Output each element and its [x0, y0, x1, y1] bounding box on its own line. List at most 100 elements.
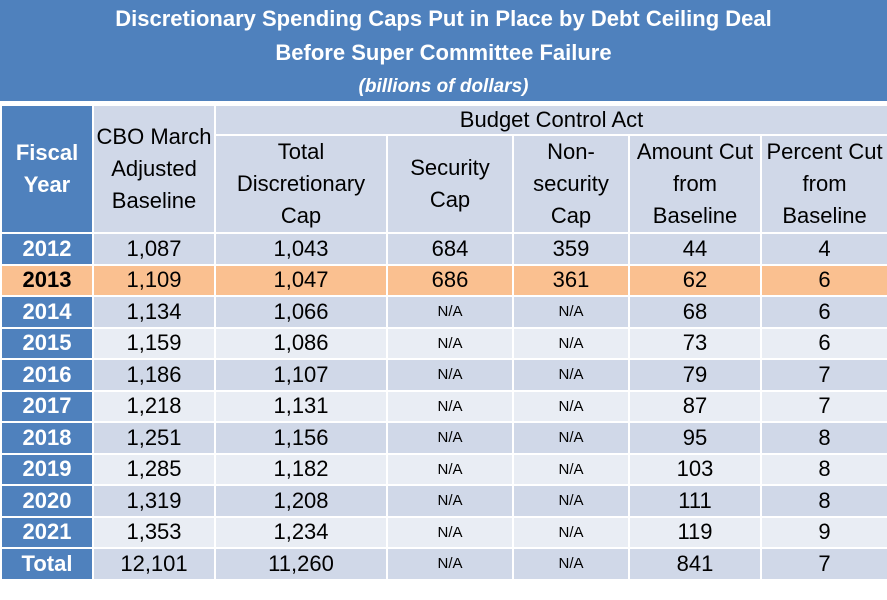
row-amount-cut: 119	[628, 515, 762, 549]
title-line-2: Before Super Committee Failure	[275, 40, 612, 65]
row-amount-cut: 95	[628, 421, 762, 455]
row-security-cap: N/A	[386, 326, 514, 360]
table-row: 2016 1,186 1,107 N/A N/A 79 7	[0, 358, 887, 392]
row-nonsecurity-cap: N/A	[512, 484, 630, 518]
row-nonsecurity-cap: N/A	[512, 295, 630, 329]
row-total-cap: 1,066	[214, 295, 388, 329]
header-budget-control-act: Budget Control Act	[213, 104, 887, 136]
row-nonsecurity-cap: N/A	[512, 547, 630, 581]
row-baseline: 1,285	[92, 452, 216, 486]
row-percent-cut: 6	[759, 295, 887, 329]
header-percent-cut: Percent Cut from Baseline	[759, 134, 887, 234]
row-amount-cut: 841	[628, 547, 762, 581]
row-nonsecurity-cap: N/A	[512, 515, 630, 549]
row-baseline: 1,186	[92, 358, 216, 392]
row-security-cap: N/A	[386, 515, 514, 549]
row-percent-cut: 8	[759, 452, 887, 486]
row-baseline: 1,159	[92, 326, 216, 360]
row-year: 2016	[0, 358, 94, 392]
row-security-cap: N/A	[386, 484, 514, 518]
row-baseline: 1,319	[92, 484, 216, 518]
title-line-1: Discretionary Spending Caps Put in Place…	[115, 6, 772, 31]
title-units: (billions of dollars)	[358, 76, 529, 97]
row-security-cap: 684	[386, 232, 514, 266]
row-amount-cut: 73	[628, 326, 762, 360]
row-percent-cut: 4	[759, 232, 887, 266]
row-amount-cut: 103	[628, 452, 762, 486]
row-security-cap: N/A	[386, 389, 514, 423]
row-amount-cut: 87	[628, 389, 762, 423]
row-amount-cut: 111	[628, 484, 762, 518]
row-year: 2015	[0, 326, 94, 360]
row-baseline: 12,101	[92, 547, 216, 581]
table-row-total: Total 12,101 11,260 N/A N/A 841 7	[0, 547, 887, 581]
row-year: 2012	[0, 232, 94, 266]
row-year: Total	[0, 547, 94, 581]
row-baseline: 1,251	[92, 421, 216, 455]
row-year: 2020	[0, 484, 94, 518]
row-percent-cut: 7	[759, 547, 887, 581]
table-row: 2020 1,319 1,208 N/A N/A 111 8	[0, 484, 887, 518]
row-total-cap: 1,043	[214, 232, 388, 266]
row-year: 2017	[0, 389, 94, 423]
header-fiscal-year: Fiscal Year	[0, 104, 94, 234]
row-security-cap: 686	[386, 263, 514, 297]
row-total-cap: 1,131	[214, 389, 388, 423]
row-percent-cut: 7	[759, 389, 887, 423]
row-baseline: 1,109	[92, 263, 216, 297]
row-nonsecurity-cap: N/A	[512, 452, 630, 486]
row-percent-cut: 6	[759, 326, 887, 360]
row-total-cap: 1,086	[214, 326, 388, 360]
row-security-cap: N/A	[386, 295, 514, 329]
spending-caps-table: Fiscal Year CBO March Adjusted Baseline …	[0, 104, 887, 581]
row-total-cap: 1,182	[214, 452, 388, 486]
row-percent-cut: 7	[759, 358, 887, 392]
row-nonsecurity-cap: N/A	[512, 358, 630, 392]
row-baseline: 1,353	[92, 515, 216, 549]
table-row: 2019 1,285 1,182 N/A N/A 103 8	[0, 452, 887, 486]
row-total-cap: 11,260	[214, 547, 388, 581]
row-security-cap: N/A	[386, 452, 514, 486]
row-baseline: 1,087	[92, 232, 216, 266]
row-nonsecurity-cap: 361	[512, 263, 630, 297]
row-year: 2014	[0, 295, 94, 329]
header-amount-cut: Amount Cut from Baseline	[628, 134, 762, 234]
row-baseline: 1,218	[92, 389, 216, 423]
row-nonsecurity-cap: N/A	[512, 389, 630, 423]
header-total-cap: Total Discretionary Cap	[214, 134, 388, 234]
header-cbo-baseline: CBO March Adjusted Baseline	[92, 104, 216, 234]
header-nonsecurity-cap: Non-security Cap	[512, 134, 630, 234]
table-row: 2021 1,353 1,234 N/A N/A 119 9	[0, 515, 887, 549]
row-percent-cut: 8	[759, 484, 887, 518]
row-nonsecurity-cap: 359	[512, 232, 630, 266]
row-nonsecurity-cap: N/A	[512, 326, 630, 360]
row-percent-cut: 9	[759, 515, 887, 549]
table-row: 2014 1,134 1,066 N/A N/A 68 6	[0, 295, 887, 329]
table-title-block: Discretionary Spending Caps Put in Place…	[0, 0, 887, 101]
table-row: 2015 1,159 1,086 N/A N/A 73 6	[0, 326, 887, 360]
row-year: 2013	[0, 263, 94, 297]
row-total-cap: 1,234	[214, 515, 388, 549]
row-security-cap: N/A	[386, 547, 514, 581]
row-percent-cut: 6	[759, 263, 887, 297]
row-amount-cut: 79	[628, 358, 762, 392]
row-year: 2018	[0, 421, 94, 455]
row-baseline: 1,134	[92, 295, 216, 329]
table-row: 2018 1,251 1,156 N/A N/A 95 8	[0, 421, 887, 455]
table-row-highlighted: 2013 1,109 1,047 686 361 62 6	[0, 263, 887, 297]
row-year: 2021	[0, 515, 94, 549]
row-nonsecurity-cap: N/A	[512, 421, 630, 455]
row-total-cap: 1,208	[214, 484, 388, 518]
row-amount-cut: 68	[628, 295, 762, 329]
row-amount-cut: 44	[628, 232, 762, 266]
row-total-cap: 1,156	[214, 421, 388, 455]
table-row: 2012 1,087 1,043 684 359 44 4	[0, 232, 887, 266]
row-security-cap: N/A	[386, 358, 514, 392]
row-total-cap: 1,047	[214, 263, 388, 297]
row-total-cap: 1,107	[214, 358, 388, 392]
header-security-cap: Security Cap	[386, 134, 514, 234]
row-security-cap: N/A	[386, 421, 514, 455]
row-amount-cut: 62	[628, 263, 762, 297]
row-year: 2019	[0, 452, 94, 486]
table-row: 2017 1,218 1,131 N/A N/A 87 7	[0, 389, 887, 423]
